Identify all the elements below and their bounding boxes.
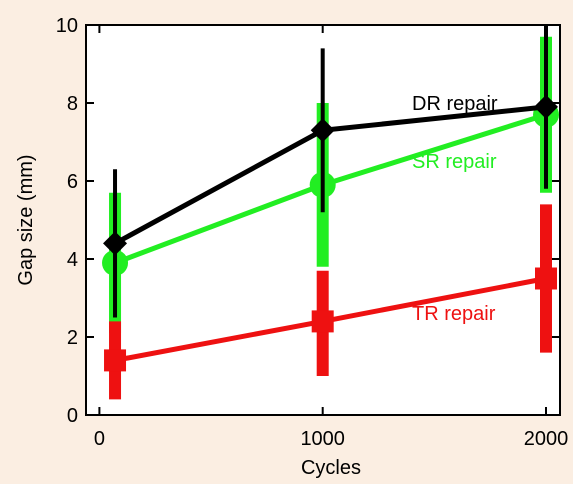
- x-tick-label: 0: [94, 428, 105, 450]
- y-tick-label: 6: [67, 171, 78, 193]
- data-point: [534, 94, 558, 119]
- data-point: [535, 267, 557, 290]
- x-axis-label: Cycles: [301, 457, 361, 479]
- x-tick-label: 1000: [300, 428, 345, 450]
- y-tick-label: 2: [67, 327, 78, 349]
- axes-layer: 0 2 4 6 8 10 0 1000 2000: [56, 15, 569, 450]
- series-label: SR repair: [412, 151, 497, 173]
- y-tick-label: 0: [67, 405, 78, 427]
- y-tick-label: 4: [67, 249, 78, 271]
- series-label: DR repair: [412, 93, 498, 115]
- data-point: [310, 118, 335, 143]
- labels-layer: DR repair SR repair TR repair: [412, 93, 498, 325]
- y-tick-label: 10: [56, 15, 78, 37]
- series-square: [104, 204, 557, 400]
- series-diamond: [103, 25, 558, 318]
- marks-layer: [102, 25, 559, 400]
- data-point: [104, 349, 127, 372]
- data-point: [103, 231, 128, 256]
- data-point: [311, 310, 334, 333]
- y-tick-label: 8: [67, 93, 78, 115]
- y-axis-label: Gap size (mm): [15, 154, 37, 285]
- x-tick-label: 2000: [524, 428, 569, 450]
- series-label: TR repair: [412, 303, 496, 325]
